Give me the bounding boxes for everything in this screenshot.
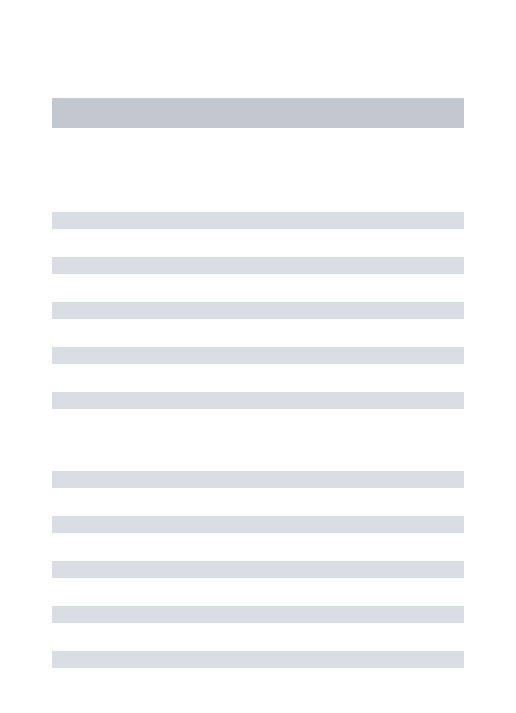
skeleton-line [52,471,464,488]
skeleton-group-2 [52,471,464,668]
skeleton-line [52,257,464,274]
skeleton-line [52,392,464,409]
skeleton-container [0,0,516,668]
skeleton-line [52,561,464,578]
skeleton-group-1 [52,212,464,409]
skeleton-line [52,347,464,364]
skeleton-line [52,516,464,533]
skeleton-line [52,212,464,229]
skeleton-line [52,302,464,319]
skeleton-line [52,651,464,668]
skeleton-header [52,98,464,128]
skeleton-line [52,606,464,623]
